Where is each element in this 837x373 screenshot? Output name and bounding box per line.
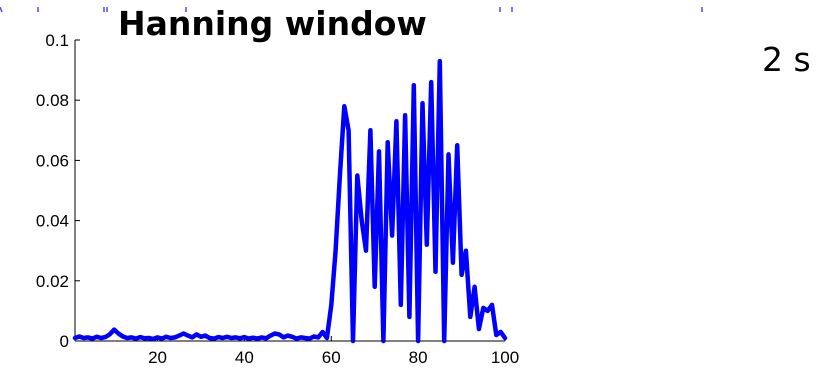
x-tick-label: 100 xyxy=(491,348,519,367)
plot-area xyxy=(72,58,508,344)
y-tick-label: 0.02 xyxy=(36,272,69,291)
side-note-text: 2 s xyxy=(762,40,811,79)
y-tick-label: 0.06 xyxy=(36,151,69,170)
x-tick-label: 40 xyxy=(235,348,254,367)
y-tick-label: 0.08 xyxy=(36,91,69,110)
top-strip-svg xyxy=(0,6,703,13)
x-tick-label: 80 xyxy=(409,348,428,367)
chart-title: Hanning window xyxy=(118,4,427,43)
top-decorative-strip xyxy=(0,0,837,13)
series-line xyxy=(72,58,508,344)
chart-axes xyxy=(74,39,506,342)
x-tick-label: 60 xyxy=(322,348,341,367)
y-tick-label: 0 xyxy=(60,332,69,351)
y-tick-label: 0.04 xyxy=(36,212,69,231)
x-tick-label: 20 xyxy=(148,348,167,367)
y-tick-label: 0.1 xyxy=(45,31,69,50)
tick-labels: 0 0.02 0.04 0.06 0.08 0.1 20 40 60 80 100 xyxy=(36,31,519,367)
